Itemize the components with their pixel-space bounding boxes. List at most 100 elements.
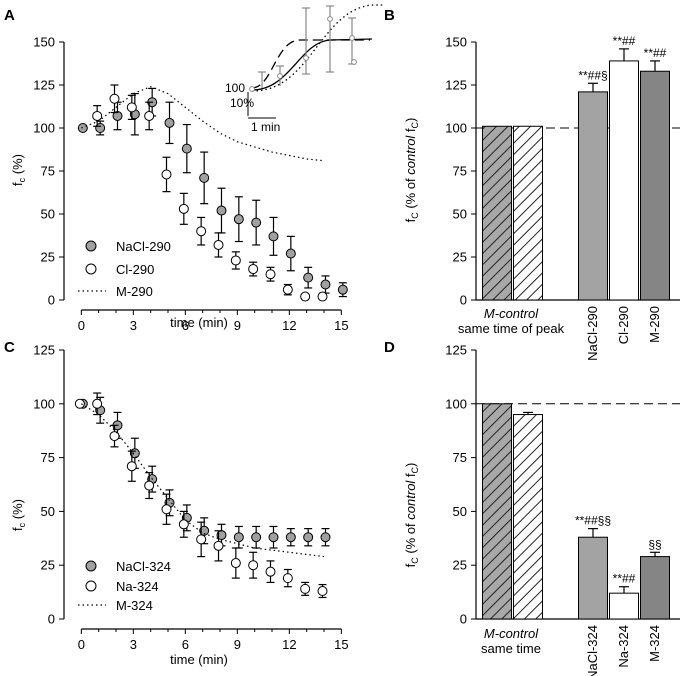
yaxis-label-b: fC (% of control fC) [403, 118, 420, 223]
y-tick-label: 125 [33, 78, 55, 93]
series-1-point [92, 110, 103, 121]
bar-2 [578, 536, 608, 620]
legend-c-item-2: M-324 [116, 598, 153, 613]
y-tick-label: 100 [445, 396, 467, 411]
series-1-point [144, 480, 155, 491]
y-tick-label: 125 [445, 343, 467, 358]
bar-4 [640, 70, 670, 301]
yaxis-label-d: fC (% of control fC) [403, 463, 420, 568]
panel-letter-d: D [384, 339, 395, 356]
y-tick-label: 0 [48, 612, 55, 627]
bar-2-annotation: **##§ [578, 68, 607, 82]
series-1-point [317, 291, 328, 302]
x-tick-label: 6 [182, 318, 189, 333]
xaxis-label-c: time (min) [170, 652, 228, 667]
series-1-point [92, 398, 103, 409]
x-tick-label: 12 [282, 637, 296, 652]
y-tick-label: 25 [41, 558, 55, 573]
series-1-point [213, 540, 224, 551]
x-tick-label: 15 [334, 318, 348, 333]
group-label-b-italic: M-control [484, 306, 539, 321]
series-0-point [285, 532, 296, 543]
bar-3-label: Na-324 [616, 625, 631, 668]
panel-a: 0 25 50 75 100 125 150 0 3 6 9 12 15 100 10% 1 min [10, 4, 384, 333]
y-tick-label: 150 [445, 35, 467, 50]
series-0-point [268, 231, 279, 242]
y-tick-label: 50 [41, 504, 55, 519]
bar-3-annotation: **## [613, 34, 636, 48]
inset-sigmoid: 100 10% 1 min [225, 4, 384, 134]
y-tick-label: 25 [41, 250, 55, 265]
bar-2-label: NaCl-324 [585, 625, 600, 676]
y-tick-label: 75 [41, 450, 55, 465]
x-tick-label: 3 [130, 637, 137, 652]
y-tick-label: 100 [33, 396, 55, 411]
xaxis-label-a: time (min) [170, 315, 228, 330]
series-1-point [109, 93, 120, 104]
series-1-point [126, 461, 137, 472]
y-tick-label: 0 [460, 612, 467, 627]
series-0-point [164, 117, 175, 128]
series-0-point [233, 214, 244, 225]
bar-1 [513, 414, 543, 620]
series-1-point [317, 586, 328, 597]
series-1-point [161, 169, 172, 180]
x-tick-label: 12 [282, 318, 296, 333]
panel-letter-a: A [4, 7, 15, 24]
y-tick-label: 0 [48, 293, 55, 308]
series-1-point [74, 398, 85, 409]
series-1-point [213, 239, 224, 250]
series-0-point [181, 143, 192, 154]
x-tick-label: 15 [334, 637, 348, 652]
bar-4-annotation: §§ [648, 537, 661, 551]
inset-scale-label: 10% [230, 96, 254, 110]
panel-b: 0 25 50 75 100 125 150 **##§ NaCl-290 **## Cl-290… [403, 34, 680, 361]
legend-c: NaCl-324 Na-324 M-324 [78, 559, 171, 613]
series-0-point [303, 272, 314, 283]
legend-a-item-1: Cl-290 [116, 262, 154, 277]
legend-a: NaCl-290 Cl-290 M-290 [78, 239, 171, 299]
bar-4-label: M-290 [647, 306, 662, 343]
group-label-b: same time of peak [458, 321, 565, 336]
series-0-point [320, 532, 331, 543]
inset-baseline-label: 100 [225, 81, 245, 95]
series-1-point [126, 102, 137, 113]
legend-c-item-1: Na-324 [116, 579, 159, 594]
series-1-point [161, 504, 172, 515]
group-label-d-italic: M-control [484, 626, 539, 641]
series-2-line [81, 86, 325, 162]
series-1-point [144, 110, 155, 121]
y-tick-label: 25 [453, 250, 467, 265]
series-0-point [199, 172, 210, 183]
y-tick-label: 100 [33, 121, 55, 136]
series-2-line [81, 403, 325, 558]
x-tick-label: 3 [130, 318, 137, 333]
legend-a-item-2: M-290 [116, 284, 153, 299]
series-1-point [230, 255, 241, 266]
y-tick-label: 75 [453, 164, 467, 179]
legend-a-item-0: NaCl-290 [116, 239, 171, 254]
x-tick-label: 0 [78, 637, 85, 652]
y-tick-label: 50 [453, 207, 467, 222]
y-tick-label: 125 [33, 343, 55, 358]
bar-4-annotation: **## [644, 46, 667, 60]
series-0-point [285, 248, 296, 259]
panel-c: 0 25 50 75 100 125 0 3 6 9 12 15 NaCl-324 Na-324 M-… [10, 343, 349, 668]
series-0-point [303, 532, 314, 543]
series-0-point [112, 110, 123, 121]
series-1-point [265, 269, 276, 280]
series-0-point [251, 532, 262, 543]
y-tick-label: 0 [460, 293, 467, 308]
inset-time-label: 1 min [251, 120, 280, 134]
yaxis-label-a: fc (%) [10, 154, 27, 186]
y-tick-label: 75 [453, 450, 467, 465]
legend-c-item-0: NaCl-324 [116, 559, 171, 574]
bar-2-annotation: **##§§ [575, 514, 611, 528]
series-0-point [233, 532, 244, 543]
series-1-point [196, 226, 207, 237]
panel-d: 0 25 50 75 100 125 **##§§ NaCl-324 **## Na-324 §§… [403, 343, 680, 676]
series-1-point [265, 566, 276, 577]
bar-0 [482, 403, 512, 620]
y-tick-label: 50 [453, 504, 467, 519]
series-1-point [178, 203, 189, 214]
